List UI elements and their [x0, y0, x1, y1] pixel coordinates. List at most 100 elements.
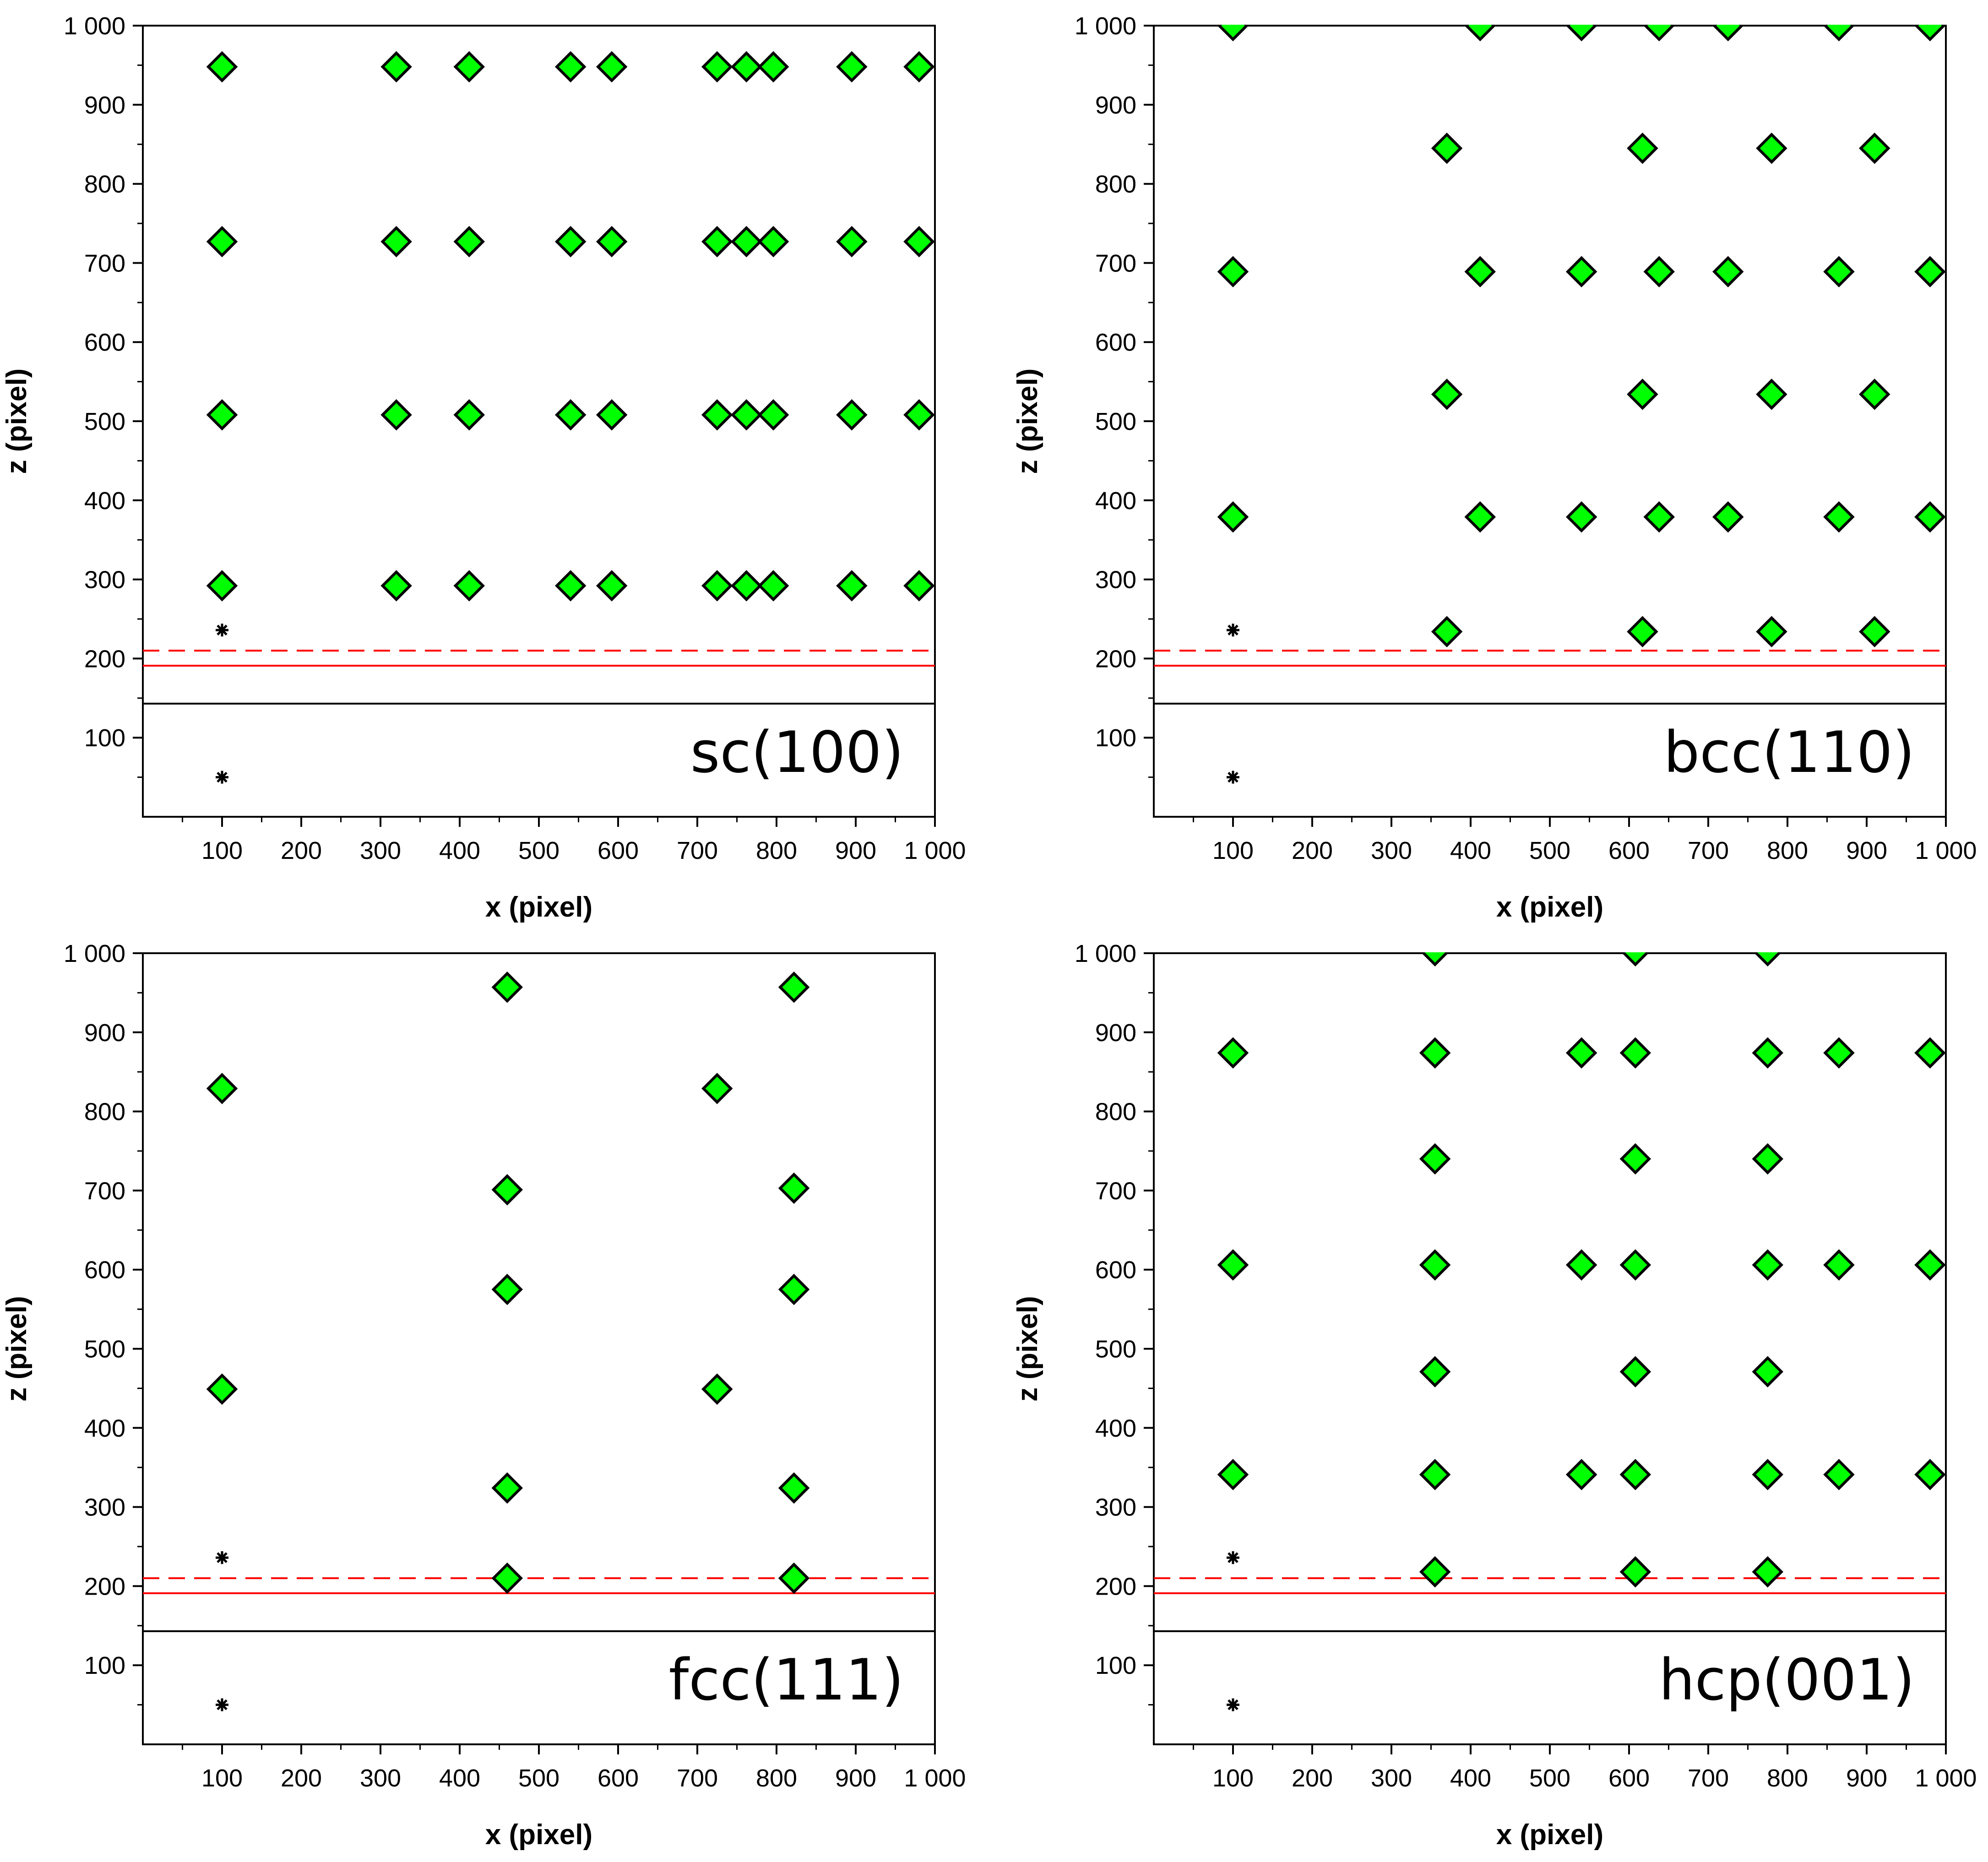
y-tick-label: 600: [1095, 1256, 1136, 1284]
x-tick-label: 700: [677, 1764, 718, 1792]
y-tick-label: 400: [84, 1415, 125, 1442]
data-point: [1419, 1037, 1451, 1069]
data-point: [1431, 132, 1463, 164]
y-tick-label: 700: [1095, 250, 1136, 277]
x-tick-label: 500: [518, 837, 559, 864]
y-tick-label: 300: [1095, 1494, 1136, 1521]
x-tick-label: 100: [201, 837, 243, 864]
panel-label: hcp(001): [1659, 1647, 1915, 1713]
data-point: [1859, 616, 1890, 647]
data-point: [1619, 1556, 1651, 1588]
data-point: [757, 570, 789, 602]
data-point: [554, 51, 587, 83]
data-point: [1217, 256, 1249, 288]
x-tick-label: 100: [1212, 1764, 1254, 1792]
y-tick-label: 400: [1095, 1415, 1136, 1442]
y-tick-label: 700: [84, 1177, 125, 1205]
y-tick-label: 1 000: [64, 12, 125, 40]
data-point: [836, 51, 868, 83]
plot-frame: [142, 952, 936, 1745]
y-tick-label: 300: [84, 566, 125, 594]
data-point: [596, 51, 628, 83]
data-point: [1464, 256, 1496, 288]
data-point: [453, 51, 485, 83]
y-tick-label: 200: [1095, 1573, 1136, 1600]
data-point: [731, 51, 762, 83]
data-point: [903, 570, 935, 602]
x-tick-label: 200: [281, 1764, 322, 1792]
data-point: [1914, 501, 1946, 533]
data-point: [1823, 1459, 1855, 1490]
data-points: [1217, 25, 1946, 647]
x-tick-label: 300: [360, 837, 401, 864]
x-tick-label: 1 000: [904, 1764, 966, 1792]
data-point: [836, 226, 868, 257]
x-tick-label: 600: [597, 837, 639, 864]
data-point: [1419, 1556, 1451, 1588]
x-tick-label: 900: [1846, 1764, 1887, 1792]
data-point: [491, 972, 523, 1003]
data-point: [206, 51, 238, 83]
data-point: [731, 570, 762, 602]
y-tick-label: 900: [1095, 92, 1136, 119]
x-tick-label: 600: [597, 1764, 639, 1792]
data-point: [1752, 1249, 1783, 1281]
data-point: [380, 51, 412, 83]
y-tick-label: 1 000: [1075, 940, 1136, 967]
x-tick-label: 400: [439, 837, 480, 864]
x-tick-label: 1 000: [904, 837, 966, 864]
x-axis-title: x (pixel): [485, 1819, 592, 1851]
x-tick-label: 400: [439, 1764, 480, 1792]
x-tick-label: 1 000: [1915, 1764, 1977, 1792]
y-axis-title: z (pixel): [1012, 369, 1043, 474]
data-point: [1752, 1459, 1783, 1490]
data-point: [731, 226, 762, 257]
data-point: [1823, 501, 1855, 533]
x-tick-label: 600: [1608, 837, 1650, 864]
chart-panel-3: 100 200 300 400 500 600 700 800 900 1 000 100 200 30…: [1, 940, 966, 1851]
data-point: [1217, 25, 1249, 42]
y-tick-label: 400: [1095, 487, 1136, 515]
star-marker: [216, 1698, 228, 1711]
star-marker: [216, 624, 228, 637]
data-points: [206, 972, 810, 1594]
data-point: [1419, 1143, 1451, 1175]
data-point: [453, 399, 485, 431]
x-tick-label: 1 000: [1915, 837, 1977, 864]
x-tick-label: 500: [518, 1764, 559, 1792]
y-tick-label: 200: [84, 645, 125, 673]
data-point: [206, 1373, 238, 1405]
data-point: [1217, 501, 1249, 533]
data-point: [778, 1472, 810, 1504]
y-tick-label: 700: [1095, 1177, 1136, 1205]
y-tick-label: 600: [84, 1256, 125, 1284]
data-point: [1619, 1143, 1651, 1175]
data-point: [1859, 132, 1890, 164]
data-point: [1217, 1249, 1249, 1281]
y-tick-label: 900: [1095, 1019, 1136, 1047]
x-axis-title: x (pixel): [485, 891, 592, 923]
data-point: [1419, 1459, 1451, 1490]
y-tick-label: 500: [84, 408, 125, 435]
data-point: [1464, 501, 1496, 533]
data-point: [554, 399, 587, 431]
data-point: [778, 1172, 810, 1204]
x-tick-label: 800: [756, 1764, 797, 1792]
data-point: [757, 51, 789, 83]
data-point: [1565, 501, 1597, 533]
data-point: [757, 399, 789, 431]
star-marker: [216, 1551, 228, 1564]
x-tick-label: 900: [835, 1764, 876, 1792]
y-tick-label: 800: [1095, 1098, 1136, 1126]
x-tick-label: 800: [1767, 837, 1808, 864]
y-axis-title: z (pixel): [1012, 1296, 1043, 1402]
data-point: [1431, 379, 1463, 410]
data-point: [836, 570, 868, 602]
data-point: [491, 1562, 523, 1594]
data-point: [453, 570, 485, 602]
x-tick-label: 300: [360, 1764, 401, 1792]
data-point: [1756, 379, 1787, 410]
data-point: [1419, 1249, 1451, 1281]
data-point: [491, 1174, 523, 1205]
